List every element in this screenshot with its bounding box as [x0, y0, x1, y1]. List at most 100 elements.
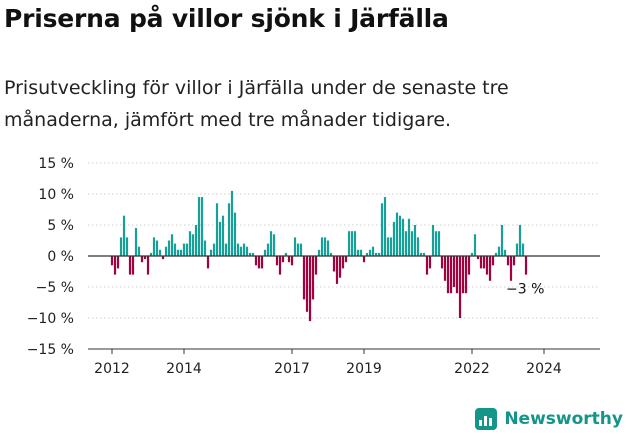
bar [194, 225, 198, 256]
bar [137, 246, 141, 256]
bar [344, 256, 348, 263]
bar [176, 249, 180, 256]
y-tick-label: −5 % [36, 280, 74, 296]
bar [500, 225, 504, 256]
bar [509, 256, 513, 281]
bar [317, 249, 321, 256]
bar [218, 221, 222, 256]
y-tick-label: −10 % [27, 311, 74, 327]
bar [275, 256, 279, 266]
x-tick-label: 2017 [274, 361, 310, 377]
bar [341, 256, 345, 269]
bar [395, 212, 399, 256]
bar [521, 243, 525, 256]
bar [128, 256, 132, 275]
bar [215, 203, 219, 256]
bar [494, 252, 498, 256]
brand-name: Newsworthy [504, 409, 623, 429]
bar [314, 256, 318, 275]
bar [209, 249, 213, 256]
bar [185, 243, 189, 256]
bar [296, 243, 300, 256]
bar [269, 231, 273, 256]
bar [440, 256, 444, 269]
bar [407, 218, 411, 256]
bar [305, 256, 309, 312]
x-tick-label: 2014 [166, 361, 202, 377]
last-value-label: −3 % [506, 282, 544, 298]
bar [263, 249, 267, 256]
bar [419, 252, 423, 256]
bar [203, 240, 207, 256]
bar [425, 256, 429, 275]
bar [323, 237, 327, 256]
bar [497, 246, 501, 256]
bar [254, 256, 258, 266]
bar [335, 256, 339, 284]
y-tick-label: 0 % [47, 249, 74, 265]
bar [233, 212, 237, 256]
bar [113, 256, 117, 275]
y-tick-label: 15 % [38, 156, 74, 172]
bar [491, 256, 495, 266]
bar [134, 228, 138, 256]
bar [524, 256, 528, 275]
y-axis-ticks: 15 % 10 % 5 % 0 % −5 % −10 % −15 % [27, 156, 74, 358]
bar [179, 249, 183, 256]
bar [161, 256, 165, 260]
newsworthy-logo[interactable]: Newsworthy [474, 407, 623, 431]
bar [311, 256, 315, 300]
bar [428, 256, 432, 269]
bar [329, 252, 333, 256]
x-tick-label: 2022 [454, 361, 490, 377]
bar [242, 243, 246, 256]
bar [512, 256, 516, 266]
bar [386, 237, 390, 256]
bar [110, 256, 114, 266]
bar [476, 256, 480, 260]
bar [164, 246, 168, 256]
bar [227, 203, 231, 256]
bar [251, 252, 255, 256]
bar [248, 252, 252, 256]
bar [281, 256, 285, 263]
bar [299, 243, 303, 256]
bar [353, 231, 357, 256]
bar [239, 246, 243, 256]
bar [356, 249, 360, 256]
bar [131, 256, 135, 275]
bar [374, 252, 378, 256]
bar [410, 231, 414, 256]
y-tick-label: 5 % [47, 218, 74, 234]
bar [332, 256, 336, 272]
bar [143, 256, 147, 260]
bar [368, 249, 372, 256]
bar [437, 231, 441, 256]
bar [506, 256, 510, 266]
bar [350, 231, 354, 256]
bar [434, 231, 438, 256]
bar [182, 243, 186, 256]
bar [461, 256, 465, 294]
bar [167, 240, 171, 256]
bar [116, 256, 120, 269]
bar [362, 256, 366, 263]
bar [401, 218, 405, 256]
bar [455, 256, 459, 294]
bar [173, 243, 177, 256]
bar [452, 256, 456, 287]
chart-subtitle: Prisutveckling för villor i Järfälla und… [4, 77, 509, 131]
newsworthy-logo-icon [475, 408, 498, 430]
bar [293, 237, 297, 256]
bar [365, 252, 369, 256]
bar [359, 249, 363, 256]
bar [443, 256, 447, 281]
bar [458, 256, 462, 318]
bar [152, 237, 156, 256]
bar [149, 252, 153, 256]
bar [230, 190, 234, 256]
bar [479, 256, 483, 269]
bar [380, 203, 384, 256]
x-tick-label: 2012 [94, 361, 130, 377]
